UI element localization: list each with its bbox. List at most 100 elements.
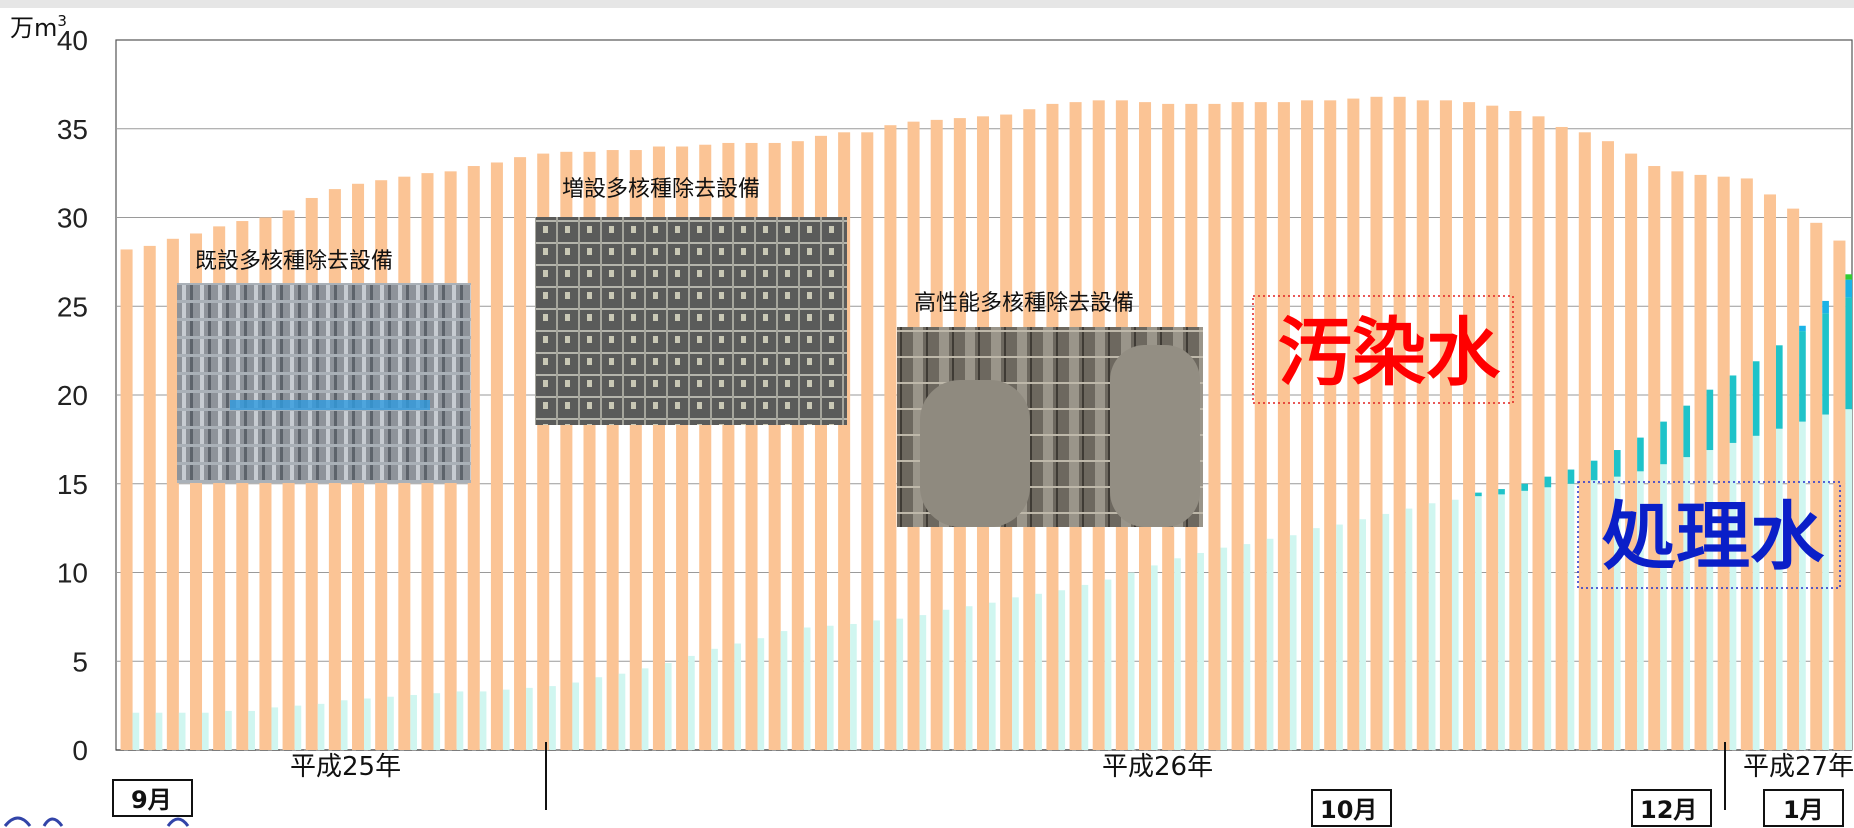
svg-text:10月: 10月	[1320, 796, 1377, 824]
bar-contaminated	[1254, 102, 1267, 750]
month-box-oct: 10月	[1311, 789, 1392, 827]
bar-treated-segment	[757, 638, 765, 750]
bar-treated-segment	[340, 700, 348, 750]
photo-caption-high-performance: 高性能多核種除去設備	[914, 291, 1134, 316]
bar-treated-segment	[1058, 590, 1066, 750]
bar-treated-segment	[294, 705, 302, 750]
bar-treated-segment	[572, 682, 579, 750]
bar-contaminated	[514, 157, 527, 750]
bar-treated-segment	[1660, 464, 1667, 750]
bar-treated-segment	[1544, 476, 1552, 488]
svg-text:12月: 12月	[1640, 796, 1697, 824]
bar-treated-segment	[1683, 405, 1691, 458]
bar-treated-segment	[155, 712, 163, 750]
bar-treated-segment	[1104, 579, 1112, 750]
bar-treated-segment	[1428, 503, 1436, 750]
contaminated-water-label: 汚染水	[1278, 310, 1501, 396]
era-label-h26: 平成26年	[1102, 752, 1213, 782]
bar-treated-segment	[1752, 361, 1760, 436]
bar-treated-segment	[502, 689, 510, 750]
bar-contaminated	[1810, 222, 1823, 750]
bar-treated-segment	[1336, 524, 1343, 750]
era-label-h25: 平成25年	[290, 752, 401, 782]
bar-treated-segment	[1637, 437, 1644, 472]
svg-text:1月: 1月	[1783, 796, 1824, 824]
bar-treated-segment	[1706, 450, 1714, 750]
bar-treated-segment	[364, 698, 371, 750]
bar-contaminated	[1601, 141, 1614, 751]
bar-contaminated	[1324, 100, 1337, 751]
bar-treated-segment	[1845, 274, 1853, 280]
bar-contaminated	[1439, 100, 1452, 751]
month-box-dec: 12月	[1631, 789, 1712, 827]
bar-treated-segment	[1475, 496, 1482, 750]
bar-treated-segment	[1799, 331, 1806, 422]
bar-contaminated	[1625, 153, 1638, 751]
bar-treated-segment	[1174, 558, 1181, 750]
bar-treated-segment	[850, 623, 857, 750]
bar-contaminated	[1277, 102, 1290, 750]
bar-treated-segment	[1776, 428, 1783, 750]
bar-treated-segment	[780, 631, 788, 750]
bar-treated-segment	[965, 606, 973, 750]
bar-treated-segment	[688, 655, 695, 750]
bar-treated-segment	[1660, 421, 1667, 465]
bar-contaminated	[1370, 96, 1383, 751]
y-tick-label: 15	[57, 469, 88, 500]
bar-treated-segment	[1752, 435, 1760, 750]
bar-treated-segment	[132, 712, 140, 750]
bar-treated-segment	[1035, 593, 1042, 750]
bar-treated-segment	[456, 691, 464, 750]
bar-treated-segment	[1729, 375, 1737, 443]
bar-treated-segment	[1637, 471, 1644, 750]
bar-treated-segment	[1151, 565, 1158, 750]
bar-contaminated	[1463, 102, 1476, 750]
bar-contaminated	[1347, 98, 1360, 750]
bar-treated-segment	[1266, 538, 1274, 750]
bar-treated-segment	[225, 710, 232, 750]
bar-treated-segment	[942, 609, 950, 750]
bar-treated-segment	[919, 615, 927, 750]
bar-treated-segment	[826, 625, 834, 750]
bar-treated-segment	[1359, 519, 1366, 750]
bar-treated-segment	[1822, 313, 1829, 415]
bar-contaminated	[1486, 105, 1499, 751]
photo-existing-alps: 既設多核種除去設備	[177, 249, 471, 483]
bar-treated-segment	[1822, 300, 1829, 314]
bar-treated-segment	[989, 602, 996, 750]
bar-treated-segment	[1799, 325, 1806, 332]
bar-treated-segment	[248, 710, 255, 750]
bar-treated-segment	[1845, 409, 1853, 750]
bar-treated-segment	[1012, 597, 1019, 750]
month-box-jan: 1月	[1763, 789, 1844, 827]
y-tick-label: 35	[57, 114, 88, 145]
top-strip	[0, 0, 1854, 8]
bar-treated-segment	[202, 712, 209, 750]
bar-treated-segment	[896, 618, 904, 750]
bar-contaminated	[1740, 178, 1753, 750]
photo-caption-additional: 増設多核種除去設備	[562, 177, 760, 202]
y-tick-label: 5	[72, 646, 88, 677]
photo-caption-existing: 既設多核種除去設備	[195, 249, 393, 274]
bar-treated-segment	[1405, 508, 1413, 750]
bar-treated-segment	[1799, 421, 1806, 750]
bar-treated-segment	[1498, 494, 1505, 750]
bar-contaminated	[1694, 174, 1707, 750]
bar-treated-segment	[271, 707, 279, 750]
bar-contaminated	[120, 249, 133, 750]
bar-treated-segment	[1544, 487, 1552, 750]
era-label-h27: 平成27年	[1743, 752, 1854, 782]
facility-photo-icon	[535, 217, 847, 425]
bar-treated-segment	[526, 687, 533, 750]
svg-text:9月: 9月	[131, 786, 172, 814]
bar-treated-segment	[1613, 476, 1621, 750]
photo-high-performance-alps: 高性能多核種除去設備	[897, 291, 1203, 527]
bar-treated-segment	[1127, 572, 1135, 750]
bar-treated-segment	[734, 643, 742, 750]
y-tick-label: 30	[57, 203, 88, 234]
bar-treated-segment	[1683, 457, 1691, 750]
bar-treated-segment	[387, 696, 394, 750]
bar-treated-segment	[1822, 414, 1829, 750]
bar-treated-segment	[711, 648, 718, 750]
